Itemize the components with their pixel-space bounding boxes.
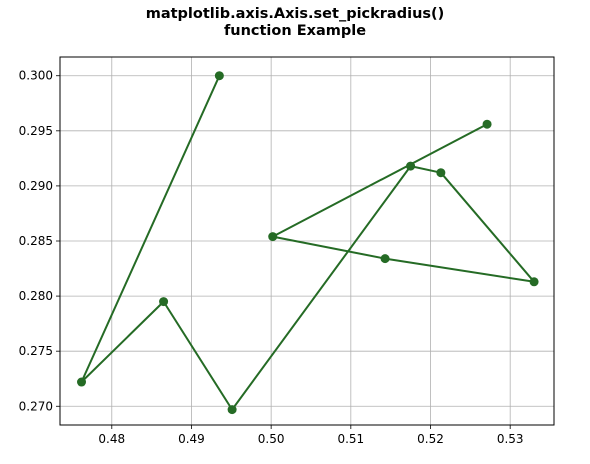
x-tick-label: 0.51 — [337, 432, 364, 446]
y-tick-label: 0.290 — [19, 179, 53, 193]
data-point — [159, 297, 168, 306]
data-point — [228, 405, 237, 414]
series-line-group — [82, 76, 535, 410]
data-point — [406, 162, 415, 171]
data-point — [268, 232, 277, 241]
y-tick-label: 0.295 — [19, 124, 53, 138]
y-tick-label: 0.270 — [19, 399, 53, 413]
y-tick-label: 0.280 — [19, 289, 53, 303]
x-tick-label: 0.52 — [417, 432, 444, 446]
x-tick-label: 0.48 — [98, 432, 125, 446]
y-tick-label: 0.275 — [19, 344, 53, 358]
x-tick-label: 0.53 — [497, 432, 524, 446]
y-tick-label: 0.300 — [19, 69, 53, 83]
data-point — [530, 277, 539, 286]
data-point — [77, 378, 86, 387]
data-point — [436, 168, 445, 177]
data-point — [483, 120, 492, 129]
y-tick-label: 0.285 — [19, 234, 53, 248]
x-tick-label: 0.49 — [178, 432, 205, 446]
data-point — [215, 71, 224, 80]
data-point — [381, 254, 390, 263]
x-tick-label: 0.50 — [258, 432, 285, 446]
series-line — [82, 76, 535, 410]
grid — [60, 57, 554, 425]
